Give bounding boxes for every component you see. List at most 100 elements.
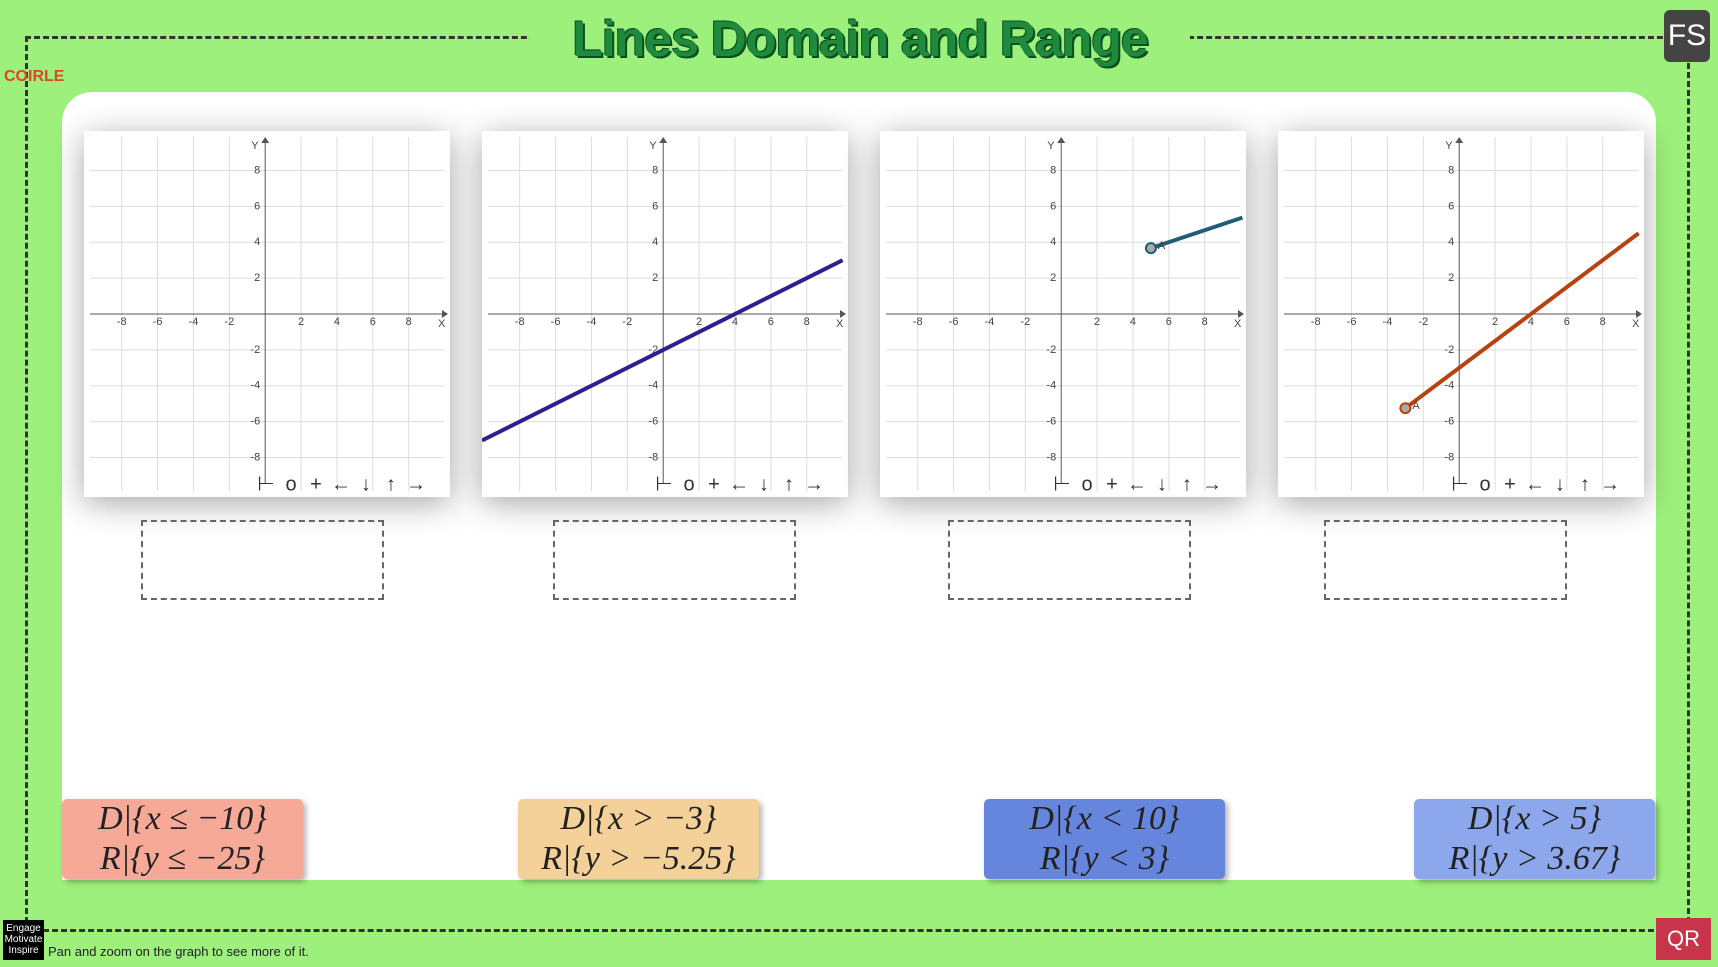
- toolbar-button[interactable]: ←: [729, 473, 749, 495]
- x-tick-label: -4: [1383, 316, 1393, 328]
- range-text: R|{y > 3.67}: [1448, 840, 1621, 877]
- toolbar-button[interactable]: ⊢: [1451, 473, 1468, 495]
- x-tick-label: -4: [587, 316, 597, 328]
- badge-line: Inspire: [8, 945, 39, 956]
- toolbar-button[interactable]: ⊢: [1053, 473, 1070, 495]
- graph[interactable]: -8 -6 -4 -2 2 4 6 8 -8 -6 -4 -2 2 4 6 8 X Y ⊢ o + ← ↓ ↑ →: [481, 131, 848, 497]
- x-axis-label: X: [1632, 318, 1640, 330]
- y-tick-label: 4: [254, 236, 260, 248]
- toolbar-button[interactable]: +: [1106, 473, 1118, 495]
- domain-text: D|{x ≤ −10}: [98, 800, 267, 837]
- domain-text: D|{x < 10}: [1029, 800, 1180, 837]
- toolbar-button[interactable]: ↓: [361, 473, 371, 495]
- x-tick-label: 4: [732, 316, 738, 328]
- y-tick-label: 4: [1448, 236, 1454, 248]
- badge: Engage Motivate Inspire: [3, 920, 44, 960]
- x-tick-label: 4: [334, 316, 340, 328]
- x-tick-label: 6: [1564, 316, 1570, 328]
- drop-zone[interactable]: [141, 520, 384, 600]
- x-tick-label: 8: [804, 316, 810, 328]
- toolbar-button[interactable]: ↑: [1580, 473, 1590, 495]
- point[interactable]: [1144, 242, 1157, 255]
- y-tick-label: 8: [1050, 164, 1056, 176]
- drop-zone[interactable]: [553, 520, 796, 600]
- x-tick-label: -2: [1020, 316, 1030, 328]
- x-tick-label: -6: [949, 316, 959, 328]
- point-label: A: [1158, 240, 1166, 252]
- x-tick-label: -4: [189, 316, 199, 328]
- hint: Pan and zoom on the graph to see more of…: [48, 944, 309, 959]
- y-tick-label: 8: [254, 164, 260, 176]
- graph-canvas: -8 -6 -4 -2 2 4 6 8 -8 -6 -4 -2 2 4 6 8 X Y ⊢ o + ← ↓ ↑ →: [481, 137, 846, 495]
- y-arrow: [1455, 137, 1464, 143]
- graph[interactable]: -8 -6 -4 -2 2 4 6 8 -8 -6 -4 -2 2 4 6 8 X Y ⊢ o + ← ↓ ↑ → A: [880, 131, 1246, 497]
- toolbar-button[interactable]: ↑: [386, 473, 396, 495]
- x-tick-label: -2: [622, 316, 632, 328]
- x-tick-label: -4: [985, 316, 995, 328]
- toolbar-button[interactable]: ↓: [759, 473, 769, 495]
- y-tick-label: -8: [1046, 451, 1056, 463]
- x-tick-label: 6: [1166, 316, 1172, 328]
- x-tick-label: -8: [1311, 316, 1321, 328]
- x-arrow: [1238, 310, 1244, 318]
- answer-card[interactable]: D|{x > −3} R|{y > −5.25}: [518, 799, 759, 879]
- toolbar-button[interactable]: ←: [331, 473, 351, 495]
- graph[interactable]: -8 -6 -4 -2 2 4 6 8 -8 -6 -4 -2 2 4 6 8 X Y ⊢ o + ← ↓ ↑ →: [84, 131, 450, 497]
- toolbar-button[interactable]: ↑: [784, 473, 794, 495]
- toolbar-button[interactable]: ↓: [1555, 473, 1565, 495]
- fullscreen-button[interactable]: FS: [1664, 10, 1710, 62]
- x-tick-label: -2: [224, 316, 234, 328]
- toolbar-button[interactable]: o: [1081, 473, 1092, 495]
- answer-card[interactable]: D|{x > 5} R|{y > 3.67}: [1414, 799, 1655, 879]
- y-tick-label: 6: [1448, 200, 1454, 212]
- toolbar-button[interactable]: ↓: [1157, 473, 1167, 495]
- toolbar-button[interactable]: ←: [1127, 473, 1147, 495]
- toolbar-button[interactable]: →: [406, 473, 426, 495]
- x-axis-label: X: [1234, 318, 1242, 330]
- range-text: R|{y > −5.25}: [541, 840, 736, 877]
- x-tick-label: 4: [1130, 316, 1136, 328]
- y-tick-label: -6: [648, 416, 658, 428]
- toolbar-button[interactable]: →: [804, 473, 824, 495]
- y-tick-label: 8: [652, 164, 658, 176]
- point-label: A: [1412, 400, 1420, 412]
- drop-zone[interactable]: [1324, 520, 1567, 600]
- toolbar-button[interactable]: ←: [1525, 473, 1545, 495]
- y-tick-label: 6: [254, 200, 260, 212]
- answer-card[interactable]: D|{x ≤ −10} R|{y ≤ −25}: [62, 799, 303, 879]
- y-tick-label: -2: [1444, 344, 1454, 356]
- domain-text: D|{x > 5}: [1467, 800, 1602, 837]
- y-arrow: [659, 137, 668, 143]
- toolbar-button[interactable]: ⊢: [655, 473, 672, 495]
- toolbar-button[interactable]: +: [708, 473, 720, 495]
- toolbar-button[interactable]: +: [1504, 473, 1516, 495]
- toolbar-button[interactable]: →: [1600, 473, 1620, 495]
- toolbar-button[interactable]: →: [1202, 473, 1222, 495]
- toolbar-button[interactable]: +: [310, 473, 322, 495]
- point[interactable]: [1399, 402, 1412, 415]
- toolbar-button[interactable]: ↑: [1182, 473, 1192, 495]
- x-tick-label: 6: [370, 316, 376, 328]
- logo: COIRLE: [4, 68, 65, 85]
- y-tick-label: -8: [1444, 451, 1454, 463]
- toolbar-button[interactable]: ⊢: [257, 473, 274, 495]
- line: [481, 258, 844, 443]
- drop-zone[interactable]: [948, 520, 1191, 600]
- y-tick-label: 2: [1050, 272, 1056, 284]
- graph[interactable]: -8 -6 -4 -2 2 4 6 8 -8 -6 -4 -2 2 4 6 8 X Y ⊢ o + ← ↓ ↑ → A: [1278, 131, 1644, 497]
- range-text: R|{y < 3}: [1039, 840, 1170, 877]
- toolbar-button[interactable]: o: [285, 473, 296, 495]
- x-axis-label: X: [836, 318, 844, 330]
- qr-button[interactable]: QR: [1656, 918, 1711, 960]
- x-tick-label: -6: [1347, 316, 1357, 328]
- answer-card[interactable]: D|{x < 10} R|{y < 3}: [984, 799, 1225, 879]
- toolbar-button[interactable]: o: [683, 473, 694, 495]
- x-tick-label: 8: [1600, 316, 1606, 328]
- y-tick-label: -6: [250, 416, 260, 428]
- toolbar-button[interactable]: o: [1479, 473, 1490, 495]
- x-tick-label: 6: [768, 316, 774, 328]
- range-text: R|{y ≤ −25}: [99, 840, 265, 877]
- y-tick-label: -4: [1046, 380, 1056, 392]
- x-tick-label: -8: [515, 316, 525, 328]
- y-tick-label: 2: [1448, 272, 1454, 284]
